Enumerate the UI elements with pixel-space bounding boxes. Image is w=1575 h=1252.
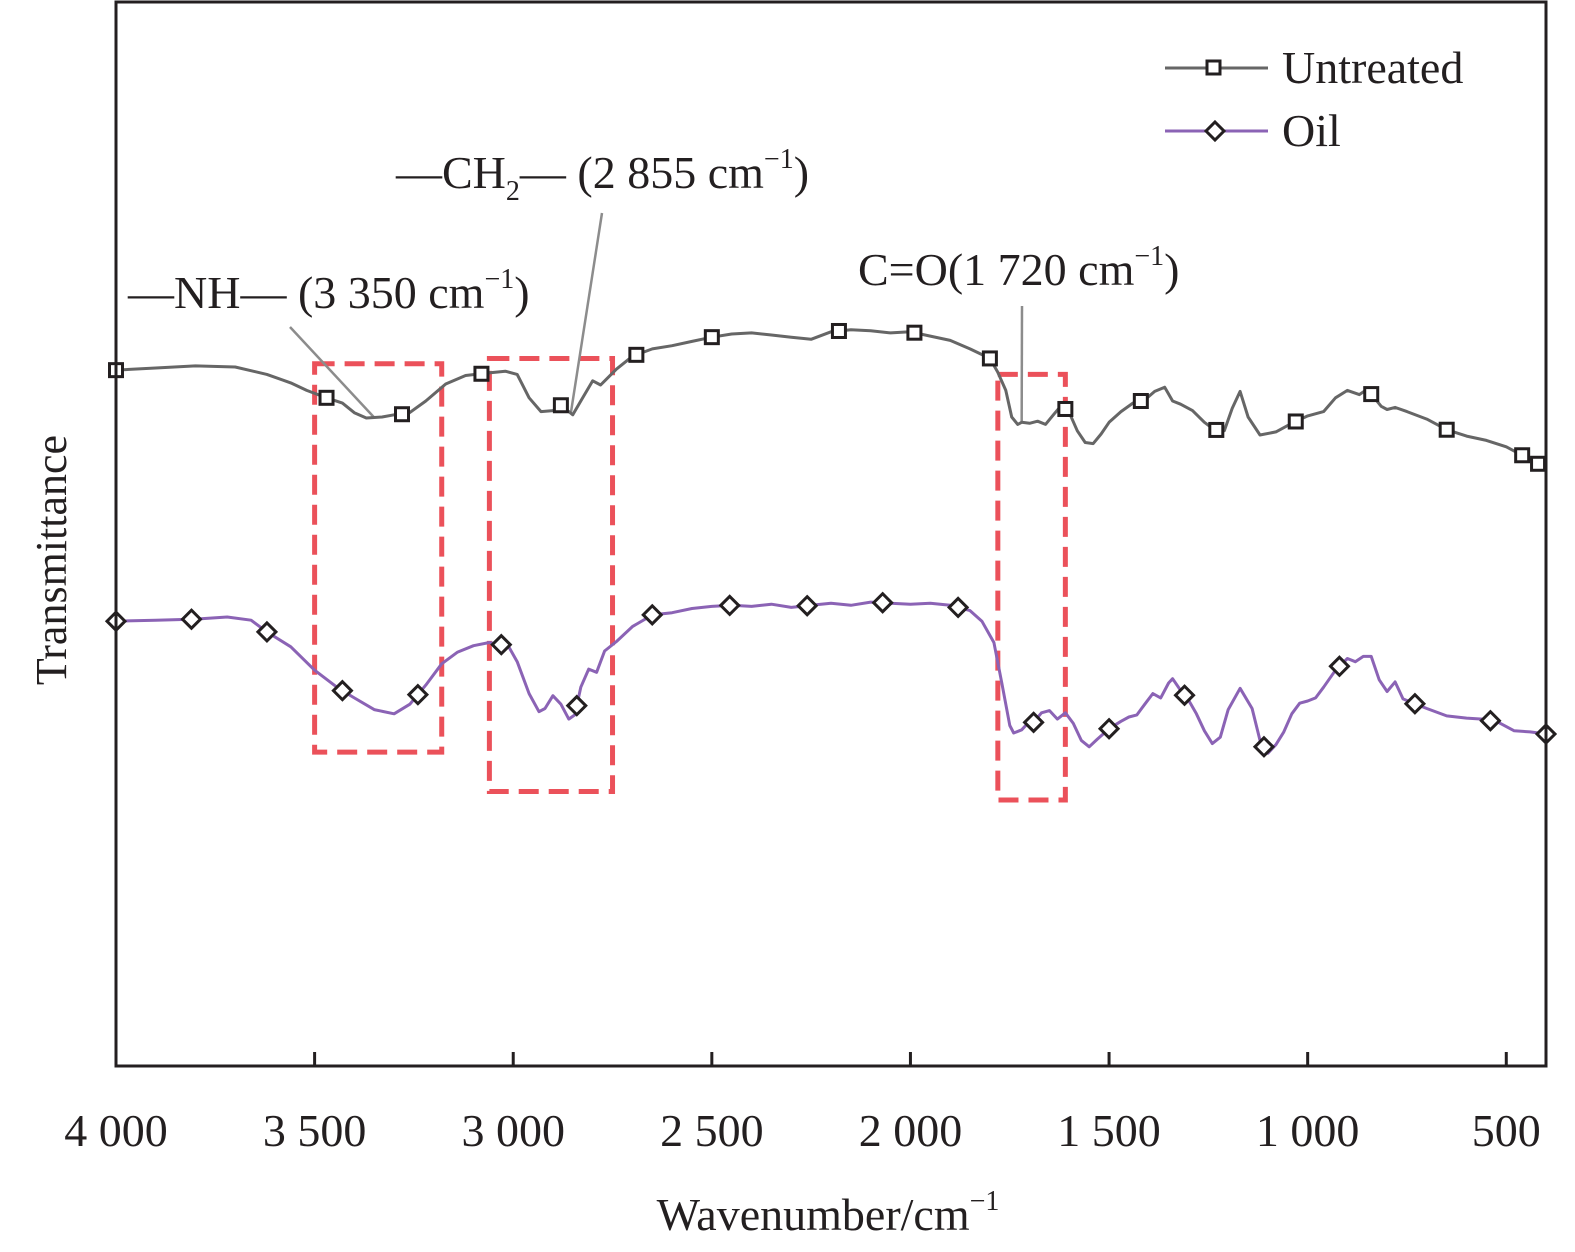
- x-tick-label-4000: 4 000: [64, 1105, 168, 1156]
- annotation-co-sup: −1: [1134, 241, 1164, 272]
- x-tick-labels: 4 000 3 500 3 000 2 500 2 000 1 500 1 000 500: [64, 1105, 1541, 1156]
- marker-untreated-2: [394, 406, 410, 423]
- marker-untreated-3: [473, 365, 490, 382]
- marker-untreated-5: [628, 346, 645, 363]
- annotation-ch2-text-rest: — (2 855 cm: [519, 147, 764, 198]
- x-tick-label-2000: 2 000: [859, 1105, 963, 1156]
- marker-untreated-12: [1208, 421, 1225, 438]
- marker-untreated-6: [703, 329, 720, 346]
- annotation-ch2-sup: −1: [764, 144, 794, 175]
- legend: Untreated Oil: [1165, 42, 1463, 156]
- x-ticks: [313, 1052, 1508, 1066]
- marker-oil-2: [255, 620, 279, 644]
- highlight-box-3: [995, 371, 1068, 803]
- x-tick-label-1000: 1 000: [1256, 1105, 1360, 1156]
- marker-untreated-11: [1132, 393, 1149, 409]
- annotation-nh: —NH— (3 350 cm−1): [127, 264, 530, 318]
- x-tick-label-500: 500: [1472, 1105, 1541, 1156]
- marker-oil-14: [1173, 684, 1196, 707]
- marker-untreated-13: [1287, 413, 1304, 430]
- x-tick-label-3000: 3 000: [461, 1105, 565, 1156]
- marker-oil-11: [946, 596, 970, 619]
- annotation-leader-2: [569, 212, 604, 414]
- marker-oil-17: [1403, 692, 1427, 715]
- marker-oil-12: [1022, 711, 1045, 734]
- x-axis-label-text: Wavenumber/cm: [657, 1189, 970, 1240]
- x-tick-label-3500: 3 500: [263, 1105, 367, 1156]
- marker-untreated-9: [981, 350, 998, 367]
- marker-untreated-17: [1530, 455, 1547, 472]
- marker-oil-10: [871, 591, 894, 614]
- annotation-ch2: —CH2— (2 855 cm−1): [395, 144, 809, 207]
- marker-untreated-14: [1363, 386, 1380, 403]
- legend-marker-diamond-icon: [1203, 119, 1227, 143]
- x-axis-label-sup: −1: [970, 1186, 1000, 1217]
- x-axis-label: Wavenumber/cm−1: [657, 1186, 1000, 1240]
- marker-oil-5: [490, 633, 513, 656]
- y-axis-label: Transmittance: [27, 435, 76, 685]
- annotation-leaders: [289, 212, 1024, 423]
- marker-oil-9: [796, 594, 819, 617]
- marker-oil-1: [180, 608, 203, 631]
- marker-untreated-7: [830, 322, 847, 339]
- marker-untreated-10: [1057, 400, 1074, 417]
- annotation-nh-sup: −1: [484, 264, 514, 295]
- annotation-co: C=O(1 720 cm−1): [858, 241, 1179, 295]
- series-markers: [104, 322, 1558, 758]
- legend-marker-square-icon: [1205, 59, 1222, 76]
- marker-untreated-4: [552, 397, 569, 414]
- marker-untreated-15: [1438, 421, 1455, 438]
- annotation-co-close: ): [1164, 244, 1179, 295]
- series-line-oil: [115, 600, 1547, 755]
- marker-oil-4: [406, 683, 430, 706]
- annotation-nh-close: ): [514, 267, 529, 318]
- highlight-box-1: [312, 361, 445, 755]
- marker-untreated-1: [318, 389, 335, 406]
- annotation-ch2-close: ): [794, 147, 809, 198]
- annotation-ch2-subscript: 2: [506, 176, 520, 207]
- marker-oil-15: [1252, 735, 1276, 758]
- marker-oil-18: [1479, 709, 1502, 732]
- legend-item-untreated[interactable]: Untreated: [1165, 42, 1463, 93]
- annotation-leader-1: [289, 326, 376, 419]
- marker-oil-16: [1328, 655, 1351, 678]
- highlight-box-2: [486, 355, 616, 794]
- marker-oil-3: [331, 679, 354, 702]
- legend-label-untreated: Untreated: [1282, 42, 1463, 93]
- highlight-boxes: [312, 355, 1068, 803]
- marker-oil-6: [565, 694, 588, 717]
- legend-item-oil[interactable]: Oil: [1165, 105, 1341, 156]
- marker-untreated-8: [906, 324, 923, 341]
- annotation-co-text: C=O(1 720 cm: [858, 244, 1135, 295]
- plot-frame: [114, 0, 1548, 1068]
- marker-untreated-16: [1514, 447, 1531, 464]
- marker-oil-8: [718, 594, 741, 617]
- annotation-ch2-text: —CH: [395, 147, 506, 198]
- x-tick-label-2500: 2 500: [660, 1105, 764, 1156]
- marker-oil-7: [641, 603, 664, 626]
- marker-oil-13: [1097, 717, 1121, 740]
- legend-label-oil: Oil: [1282, 105, 1341, 156]
- x-tick-label-1500: 1 500: [1057, 1105, 1161, 1156]
- annotation-nh-text: —NH— (3 350 cm: [127, 267, 485, 318]
